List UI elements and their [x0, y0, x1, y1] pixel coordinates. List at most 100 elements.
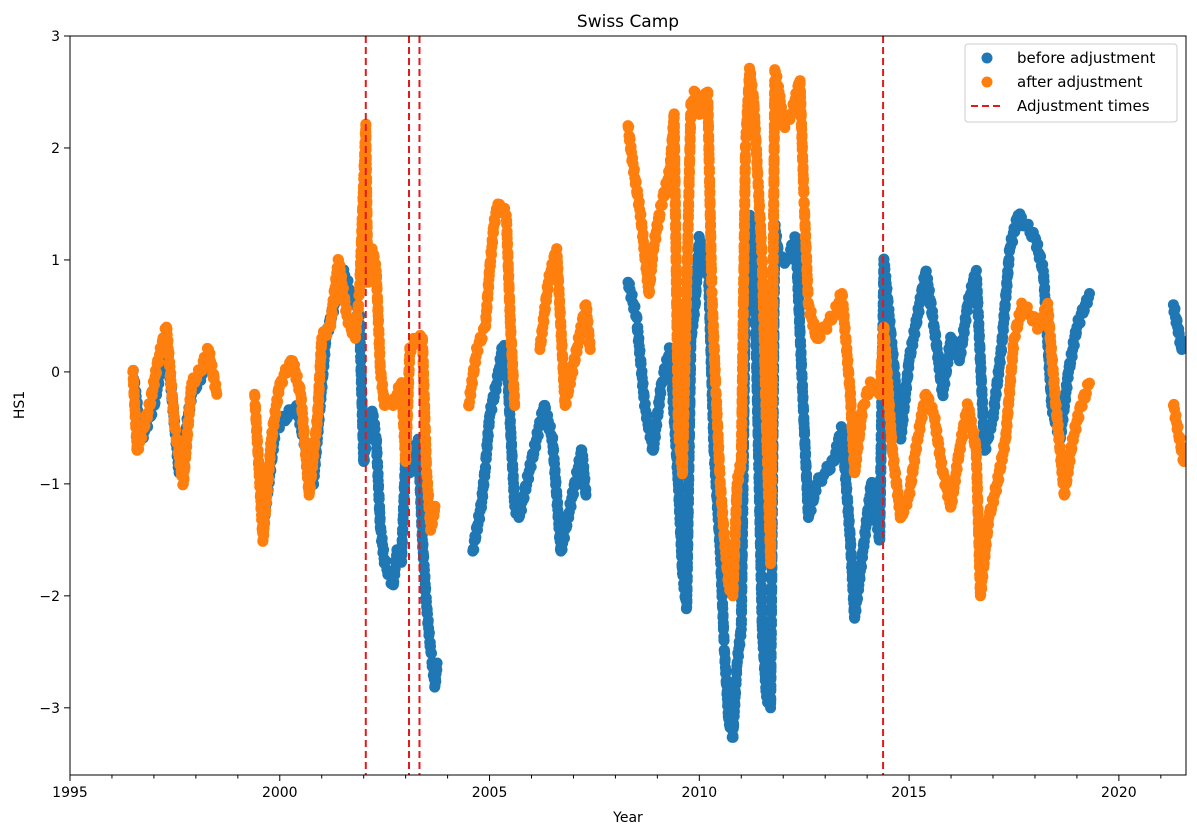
data-point: [996, 345, 1008, 357]
data-point: [923, 284, 935, 296]
data-point: [798, 173, 809, 185]
data-point: [480, 462, 492, 474]
data-point: [550, 476, 562, 488]
data-point: [977, 408, 989, 419]
data-point: [795, 346, 807, 358]
data-point: [838, 438, 849, 450]
data-point: [856, 561, 867, 573]
data-point: [649, 431, 661, 443]
data-point: [753, 449, 765, 461]
data-point: [356, 387, 368, 399]
data-point: [875, 443, 887, 455]
data-point: [890, 381, 902, 393]
data-point: [754, 200, 766, 211]
data-point: [866, 476, 878, 488]
data-point: [431, 657, 443, 669]
data-point: [718, 635, 730, 647]
data-point: [682, 519, 694, 531]
data-point: [680, 343, 691, 355]
data-point: [754, 495, 766, 507]
data-point: [706, 263, 717, 275]
data-point: [766, 596, 778, 607]
data-point: [765, 693, 777, 705]
data-point: [1084, 288, 1095, 299]
data-point: [755, 547, 767, 559]
data-point: [544, 420, 556, 432]
data-point: [733, 650, 744, 662]
data-point: [423, 627, 435, 639]
data-point: [736, 595, 748, 607]
data-point: [378, 544, 390, 556]
data-point: [486, 404, 498, 416]
data-point: [418, 551, 430, 563]
data-point: [482, 430, 494, 442]
data-point: [970, 264, 982, 276]
data-point: [796, 358, 808, 370]
data-point: [909, 328, 921, 340]
data-point: [974, 343, 986, 355]
data-point: [629, 301, 641, 313]
data-point: [798, 404, 810, 416]
data-point: [792, 281, 804, 293]
data-point: [396, 537, 408, 549]
data-point: [728, 719, 740, 731]
data-point: [729, 699, 741, 711]
data-point: [730, 687, 742, 699]
data-point: [925, 297, 937, 309]
data-point: [793, 294, 805, 306]
data-point: [990, 388, 1002, 400]
data-point: [478, 479, 490, 491]
data-point: [682, 539, 694, 551]
data-point: [422, 615, 434, 626]
data-point: [337, 282, 349, 294]
data-point: [897, 414, 909, 426]
data-point: [765, 486, 777, 498]
data-point: [765, 661, 777, 673]
data-point: [939, 378, 951, 390]
data-point: [902, 370, 914, 382]
series-before-adjustment: [127, 208, 1186, 743]
data-point: [681, 584, 693, 596]
data-point: [734, 639, 746, 651]
data-point: [718, 621, 730, 633]
data-point: [752, 404, 764, 416]
data-point: [682, 552, 694, 564]
data-point: [182, 429, 194, 440]
data-point: [674, 504, 686, 515]
data-point: [371, 435, 383, 447]
data-point: [641, 409, 653, 421]
data-point: [703, 153, 715, 165]
data-point: [547, 432, 559, 444]
data-point: [800, 447, 812, 459]
data-point: [753, 482, 765, 494]
data-point: [737, 319, 749, 331]
data-point: [426, 647, 437, 659]
data-point: [794, 326, 806, 338]
data-point: [556, 339, 568, 351]
data-point: [973, 330, 985, 341]
data-point: [710, 376, 722, 388]
data-point: [549, 464, 561, 476]
data-point: [876, 410, 888, 422]
data-point: [487, 236, 499, 248]
data-point: [423, 489, 435, 501]
data-point: [765, 628, 777, 640]
data-point: [739, 209, 751, 221]
data-point: [717, 609, 729, 621]
data-point: [637, 377, 649, 389]
data-point: [960, 315, 972, 327]
data-point: [840, 471, 852, 482]
data-point: [854, 573, 866, 585]
data-point: [765, 673, 777, 685]
data-point: [720, 666, 732, 678]
data-point: [751, 384, 763, 396]
data-point: [373, 315, 384, 326]
data-point: [430, 676, 442, 687]
data-point: [559, 532, 570, 544]
data-point: [850, 605, 862, 617]
data-point: [794, 313, 806, 325]
data-point: [727, 731, 739, 743]
series-after-adjustment: [127, 62, 1186, 602]
data-point: [913, 306, 925, 318]
